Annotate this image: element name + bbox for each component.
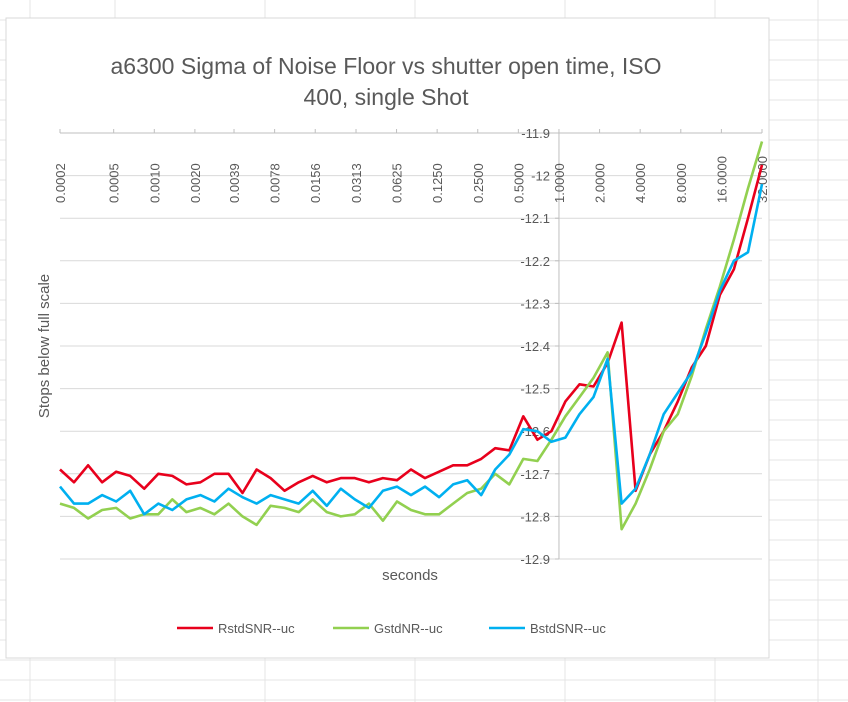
x-tick-label: 0.0078 bbox=[268, 163, 283, 203]
x-tick-label: 1.0000 bbox=[552, 163, 567, 203]
x-tick-label: 8.0000 bbox=[674, 163, 689, 203]
y-tick-label: -12.2 bbox=[520, 254, 550, 269]
x-tick-label: 0.0020 bbox=[188, 163, 203, 203]
chart-frame bbox=[5, 17, 770, 659]
x-tick-label: 0.0039 bbox=[227, 163, 242, 203]
x-tick-label: 0.0156 bbox=[308, 163, 323, 203]
y-axis-title: Stops below full scale bbox=[36, 274, 53, 418]
x-tick-label: 0.0010 bbox=[147, 163, 162, 203]
chart-title-line-1: a6300 Sigma of Noise Floor vs shutter op… bbox=[111, 53, 662, 79]
x-tick-label: 0.1250 bbox=[430, 163, 445, 203]
y-tick-label: -12.3 bbox=[520, 296, 550, 311]
legend: RstdSNR--uc GstdNR--uc BstdSNR--uc bbox=[177, 621, 606, 636]
x-tick-label: 0.5000 bbox=[511, 163, 526, 203]
x-tick-label: 0.2500 bbox=[471, 163, 486, 203]
chart-title-line-2: 400, single Shot bbox=[304, 84, 470, 110]
series-line-bstdsnr-uc bbox=[58, 183, 764, 516]
legend-label: GstdNR--uc bbox=[374, 621, 443, 636]
legend-item: GstdNR--uc bbox=[333, 621, 443, 636]
legend-label: RstdSNR--uc bbox=[218, 621, 295, 636]
y-tick-label: -12.4 bbox=[520, 339, 550, 354]
x-tick-label: 16.0000 bbox=[714, 156, 729, 203]
x-tick-label: 0.0313 bbox=[349, 163, 364, 203]
x-tick-label: 4.0000 bbox=[633, 163, 648, 203]
series-line-gstdnr-uc bbox=[59, 141, 764, 531]
series-lines bbox=[58, 141, 764, 531]
x-tick-label: 0.0005 bbox=[107, 163, 122, 203]
y-tick-label: -12.9 bbox=[520, 552, 550, 567]
x-tick-labels: 0.0002 0.0005 0.0010 0.0020 0.0039 0.0078 0.01… bbox=[53, 129, 770, 203]
y-tick-label: -12.8 bbox=[520, 509, 550, 524]
legend-item: BstdSNR--uc bbox=[489, 621, 606, 636]
x-tick-label: 2.0000 bbox=[593, 163, 608, 203]
y-tick-label: -12.1 bbox=[520, 211, 550, 226]
x-tick-label: 0.0002 bbox=[53, 163, 68, 203]
y-tick-label: -11.9 bbox=[521, 126, 550, 141]
x-tick-label: 0.0625 bbox=[390, 163, 405, 203]
y-tick-label: -12.7 bbox=[520, 467, 550, 482]
legend-item: RstdSNR--uc bbox=[177, 621, 295, 636]
horizontal-gridlines bbox=[60, 132, 762, 560]
y-tick-labels: -11.9-12-12.1-12.2-12.3-12.4-12.5-12.6-1… bbox=[520, 126, 559, 567]
x-tick-label: 32.0000 bbox=[755, 156, 770, 203]
y-tick-label: -12 bbox=[531, 169, 550, 184]
x-axis-title: seconds bbox=[382, 567, 438, 584]
y-tick-label: -12.5 bbox=[520, 382, 550, 397]
legend-label: BstdSNR--uc bbox=[530, 621, 606, 636]
